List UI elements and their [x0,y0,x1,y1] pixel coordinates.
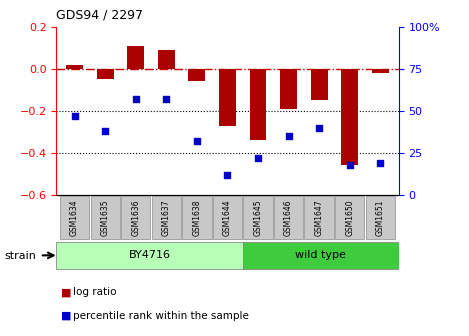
Bar [189,69,205,82]
Text: BY4716: BY4716 [129,250,171,260]
FancyBboxPatch shape [91,196,120,239]
Text: GSM1636: GSM1636 [131,199,140,236]
Bar [97,69,113,79]
FancyBboxPatch shape [366,196,395,239]
Text: percentile rank within the sample: percentile rank within the sample [73,311,249,321]
FancyBboxPatch shape [151,196,181,239]
FancyBboxPatch shape [274,196,303,239]
FancyBboxPatch shape [60,196,89,239]
Bar [128,46,144,69]
Text: GSM1647: GSM1647 [315,199,324,236]
Text: GSM1635: GSM1635 [101,199,110,236]
Bar [280,69,297,109]
Bar [66,65,83,69]
Point [316,125,323,130]
Point [163,96,170,102]
Bar [372,69,389,73]
FancyBboxPatch shape [182,196,212,239]
Text: ■: ■ [61,287,71,297]
FancyBboxPatch shape [56,242,243,269]
FancyBboxPatch shape [243,196,272,239]
Text: GSM1638: GSM1638 [192,199,201,236]
Bar [250,69,266,140]
Text: GSM1645: GSM1645 [254,199,263,236]
Text: GSM1637: GSM1637 [162,199,171,236]
FancyBboxPatch shape [304,196,334,239]
Point [377,160,384,166]
Point [132,96,139,102]
Bar [341,69,358,166]
FancyBboxPatch shape [243,242,399,269]
Bar [219,69,236,126]
Text: log ratio: log ratio [73,287,116,297]
Point [71,113,78,119]
Point [101,128,109,134]
FancyBboxPatch shape [213,196,242,239]
Point [224,172,231,177]
Point [254,155,262,161]
FancyBboxPatch shape [335,196,364,239]
Point [193,138,201,144]
Text: GSM1646: GSM1646 [284,199,293,236]
Text: GSM1634: GSM1634 [70,199,79,236]
Text: GSM1644: GSM1644 [223,199,232,236]
Bar [158,50,175,69]
Bar [311,69,327,100]
Point [285,133,292,139]
Text: GSM1651: GSM1651 [376,199,385,236]
Text: strain: strain [5,251,37,261]
Point [346,162,354,167]
Text: wild type: wild type [295,250,346,260]
Text: GSM1650: GSM1650 [345,199,354,236]
Text: GDS94 / 2297: GDS94 / 2297 [56,9,144,22]
Text: ■: ■ [61,311,71,321]
FancyBboxPatch shape [121,196,151,239]
